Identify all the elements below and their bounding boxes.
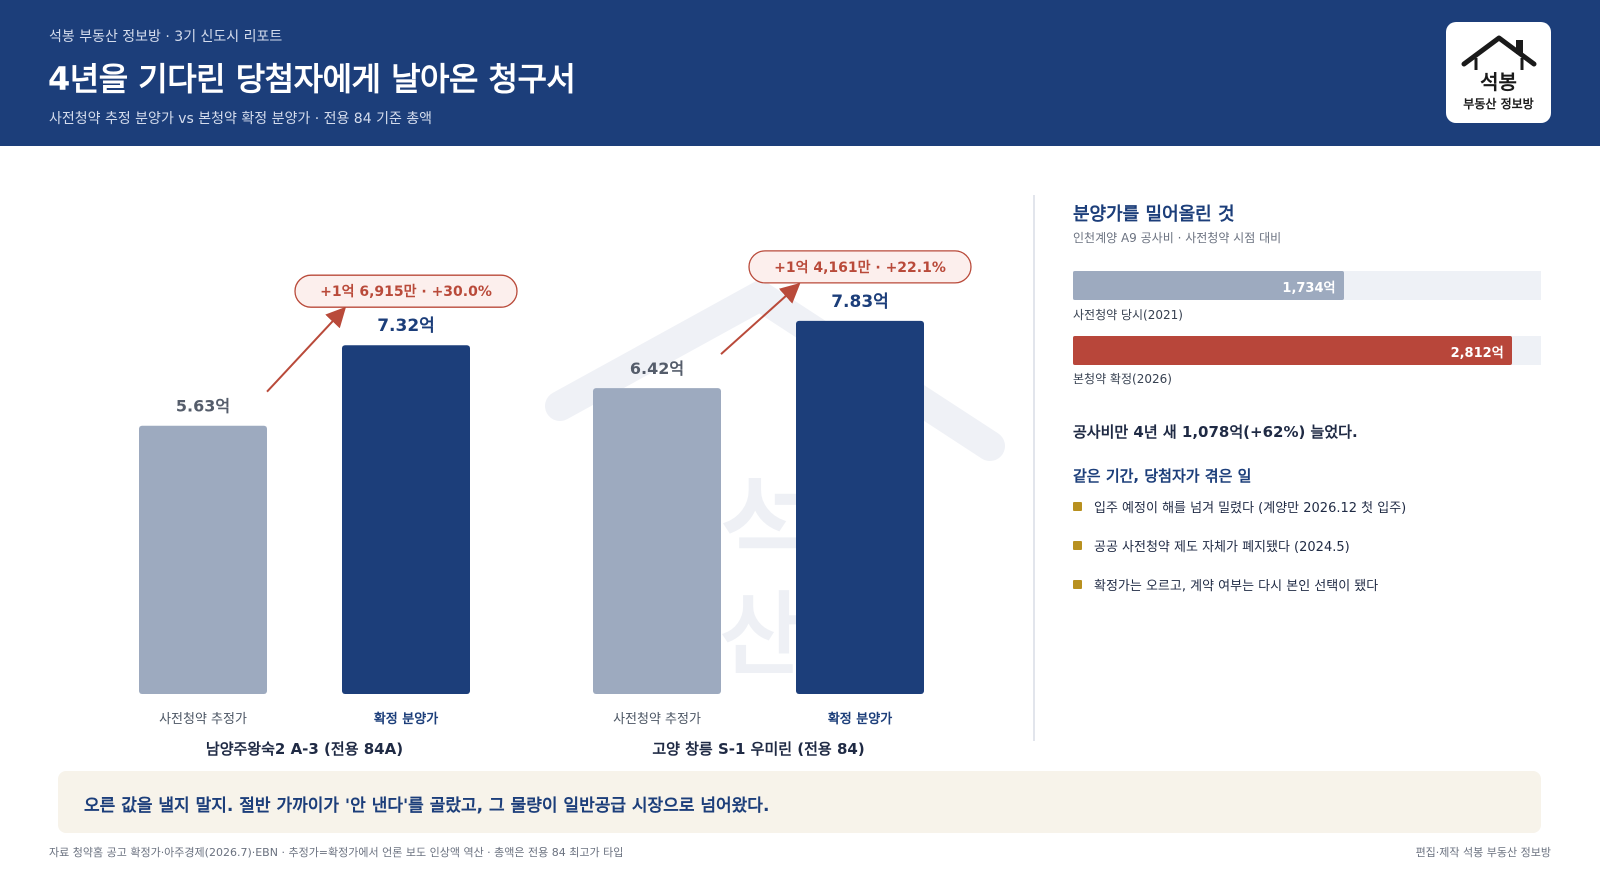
change-badge xyxy=(294,274,518,308)
final-price-bar xyxy=(342,345,470,694)
estimate-price-bar xyxy=(593,388,721,694)
bar-value-label: 7.83억 xyxy=(831,292,889,312)
event-item: 입주 예정이 해를 넘겨 밀렸다 (계양만 2026.12 첫 입주) xyxy=(1073,497,1406,516)
bar-value-label: 6.42억 xyxy=(630,359,684,378)
logo-subtitle: 부동산 정보방 xyxy=(1463,97,1534,111)
bullet-icon xyxy=(1073,580,1082,589)
side-panel-subtitle: 인천계양 A9 공사비 · 사전청약 시점 대비 xyxy=(1073,231,1282,245)
header-banner: 석봉 부동산 정보방 · 3기 신도시 리포트 4년을 기다린 당첨자에게 날아… xyxy=(0,0,1600,146)
bar-value-label: 7.32억 xyxy=(377,316,435,336)
source-note: 자료 청약홈 공고 확정가·아주경제(2026.7)·EBN · 추정가=확정가… xyxy=(49,846,624,859)
construction-cost-value-2026: 2,812억 xyxy=(1450,346,1504,361)
event-item: 확정가는 오르고, 계약 여부는 다시 본인 선택이 됐다 xyxy=(1073,575,1378,594)
construction-cost-value-2021: 1,734억 xyxy=(1282,281,1336,296)
panel-divider xyxy=(1033,195,1035,741)
change-badge xyxy=(748,250,972,284)
cost-increase-stat: 공사비만 4년 새 1,078억(+62%) 늘었다. xyxy=(1073,423,1358,441)
change-badge-text: +1억 6,915만 · +30.0% xyxy=(320,284,492,300)
brand-logo: 석봉 부동산 정보방 xyxy=(1446,22,1551,123)
increase-arrow xyxy=(720,282,801,355)
page-subtitle: 사전청약 추정 분양가 vs 본청약 확정 분양가 · 전용 84 기준 총액 xyxy=(49,111,433,127)
construction-cost-bar-2026: 2,812억 xyxy=(1073,336,1541,365)
construction-cost-label-2026: 본청약 확정(2026) xyxy=(1073,372,1172,386)
construction-cost-fill-2021: 1,734억 xyxy=(1073,271,1344,300)
construction-cost-bar-2021: 1,734억 xyxy=(1073,271,1541,300)
page-title: 4년을 기다린 당첨자에게 날아온 청구서 xyxy=(48,60,576,98)
bar-category-label: 사전청약 추정가 xyxy=(613,712,701,727)
bar-value-label: 5.63억 xyxy=(176,397,230,416)
bar-category-label: 확정 분양가 xyxy=(374,711,438,727)
event-item: 공공 사전청약 제도 자체가 폐지됐다 (2024.5) xyxy=(1073,536,1350,555)
group-title: 남양주왕숙2 A-3 (전용 84A) xyxy=(206,740,403,758)
construction-cost-fill-2026: 2,812억 xyxy=(1073,336,1512,365)
construction-cost-label-2021: 사전청약 당시(2021) xyxy=(1073,308,1183,322)
side-panel-title: 분양가를 밀어올린 것 xyxy=(1073,204,1235,225)
group-title: 고양 창릉 S-1 우미린 (전용 84) xyxy=(652,740,864,758)
credit-note: 편집·제작 석봉 부동산 정보방 xyxy=(1415,846,1551,859)
bar-category-label: 사전청약 추정가 xyxy=(159,712,247,727)
conclusion-text: 오른 값을 낼지 말지. 절반 가까이가 '안 낸다'를 골랐고, 그 물량이 … xyxy=(84,796,770,816)
conclusion-callout: 오른 값을 낼지 말지. 절반 가까이가 '안 낸다'를 골랐고, 그 물량이 … xyxy=(58,771,1541,833)
logo-name: 석봉 xyxy=(1480,70,1517,94)
increase-arrow xyxy=(266,306,347,393)
change-badge-text: +1억 4,161만 · +22.1% xyxy=(774,260,946,276)
report-kicker: 석봉 부동산 정보방 · 3기 신도시 리포트 xyxy=(49,29,283,45)
bullet-icon xyxy=(1073,502,1082,511)
bar-category-label: 확정 분양가 xyxy=(828,711,892,727)
final-price-bar xyxy=(796,320,924,694)
events-title: 같은 기간, 당첨자가 겪은 일 xyxy=(1073,467,1252,485)
estimate-price-bar xyxy=(139,425,267,694)
bullet-icon xyxy=(1073,541,1082,550)
house-roof-icon xyxy=(1461,35,1537,70)
